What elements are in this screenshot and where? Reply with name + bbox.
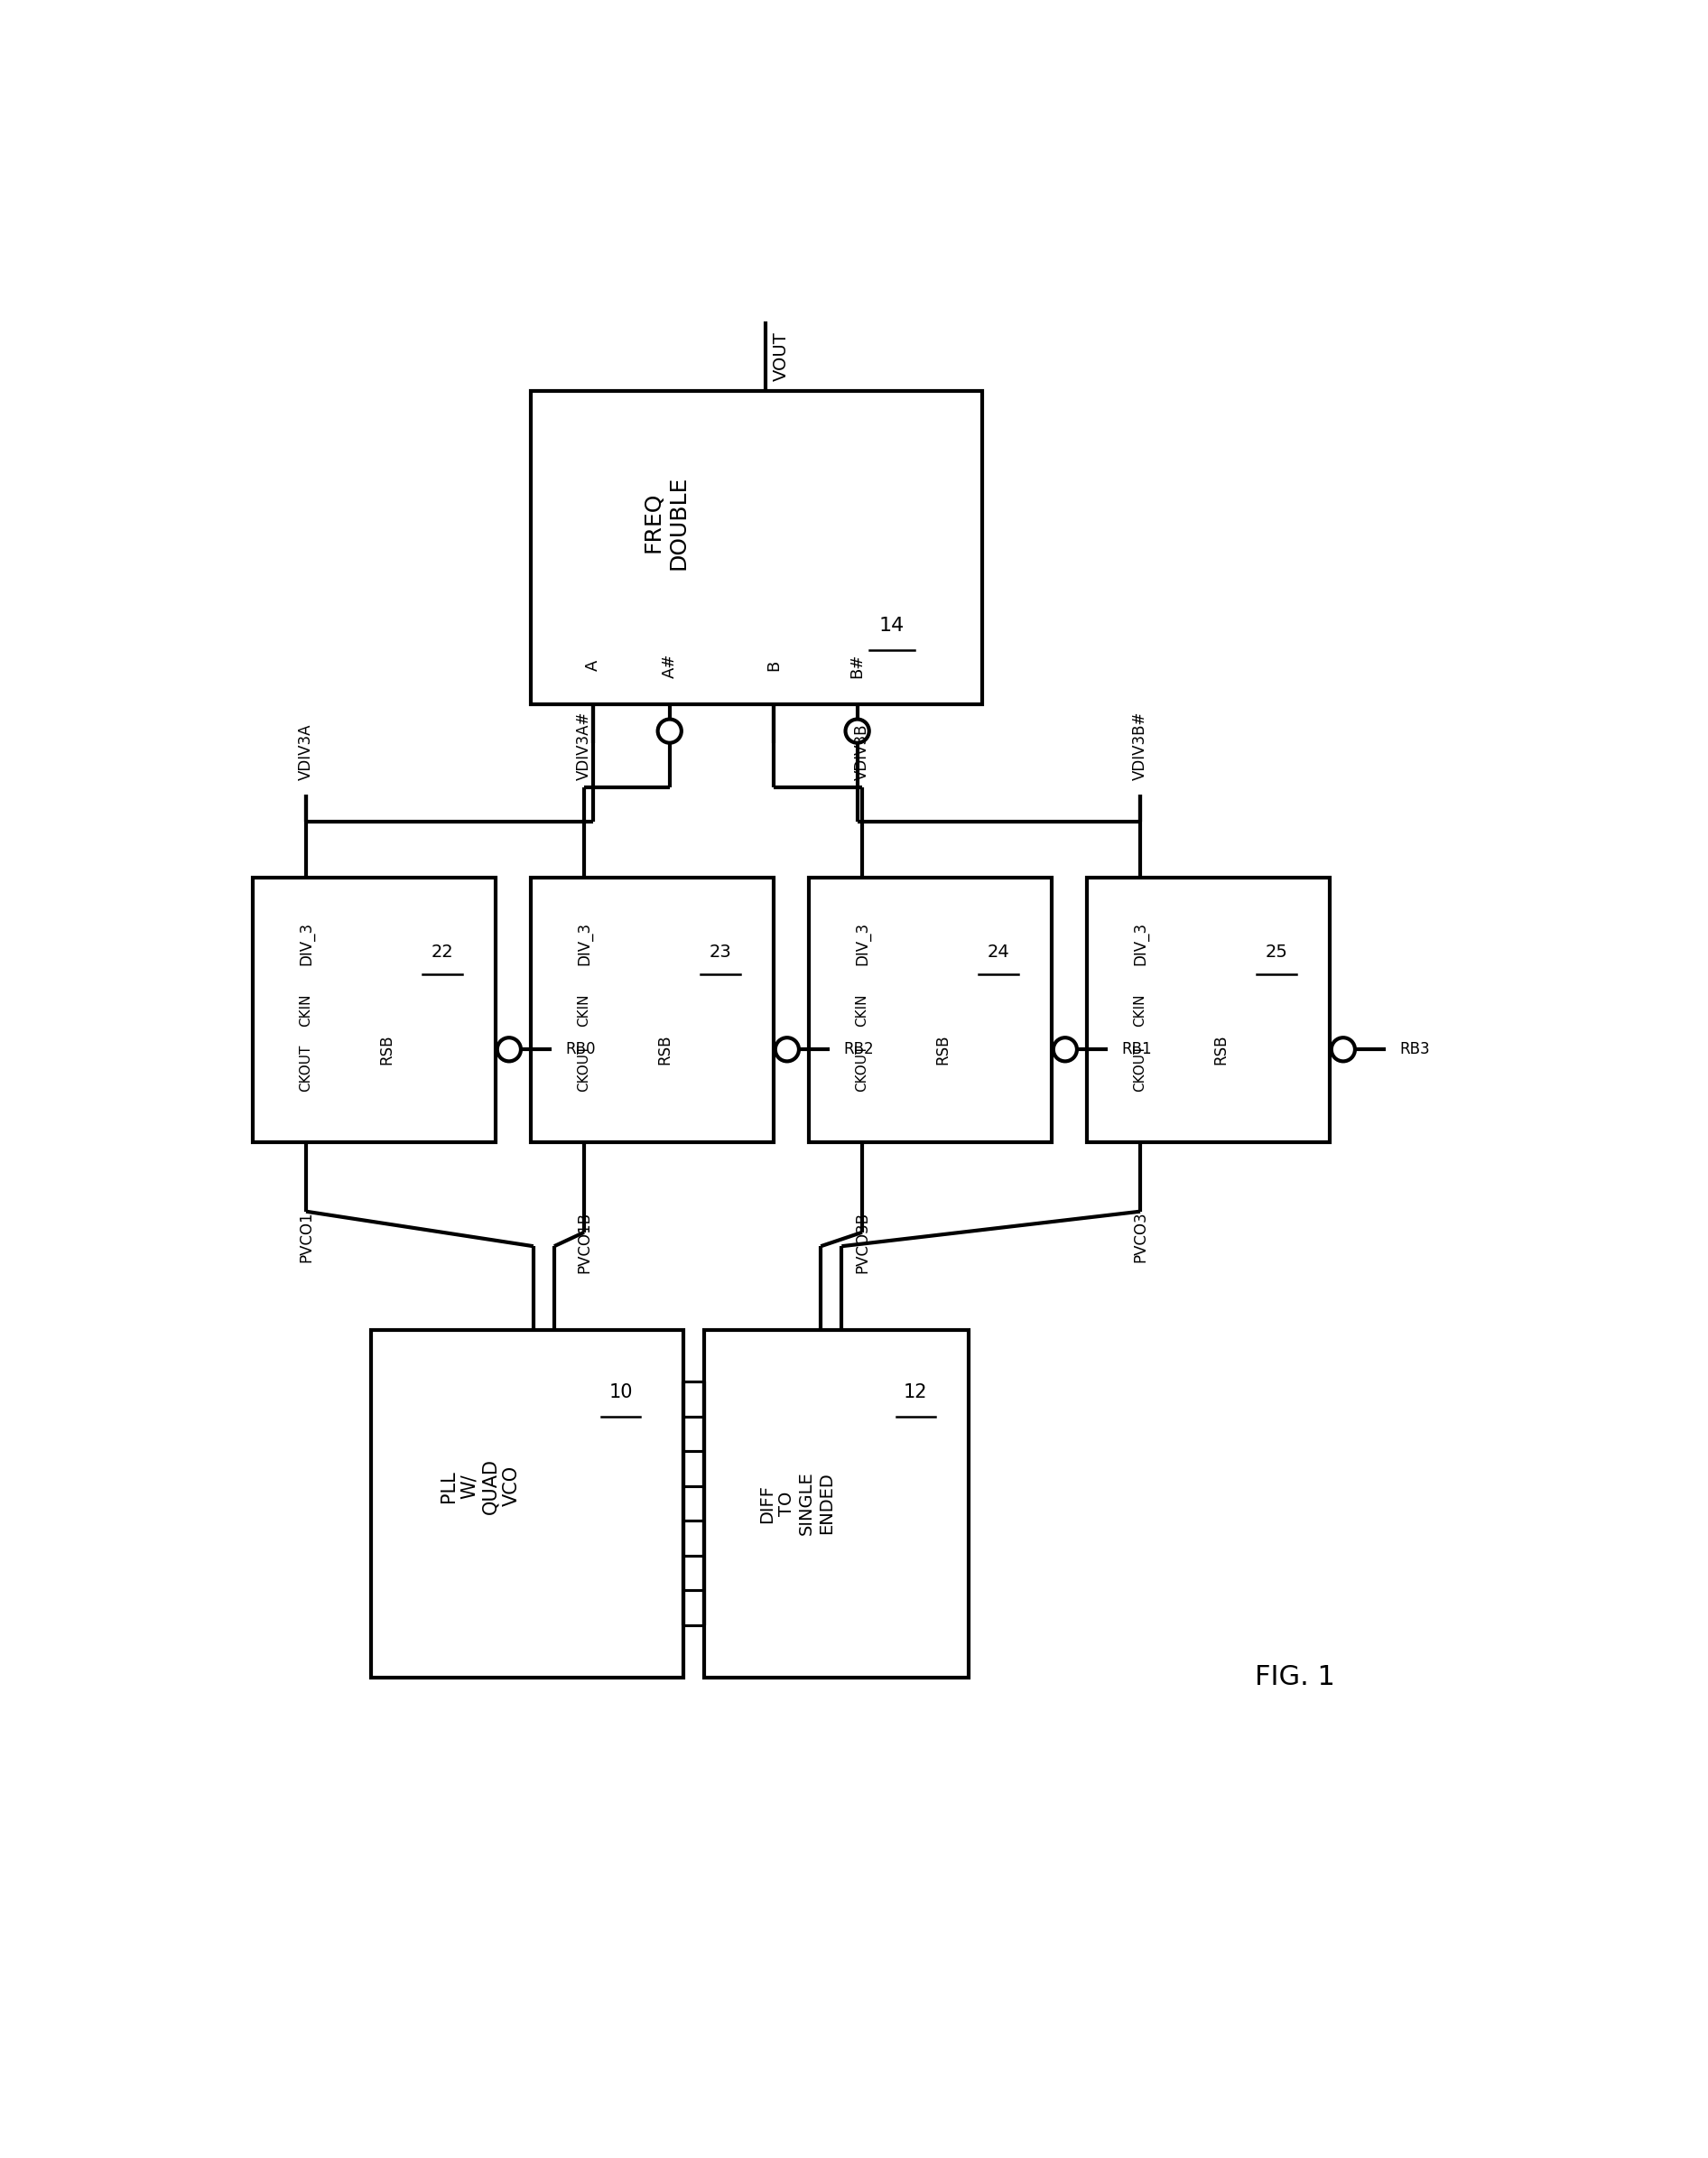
Text: PVCO3B: PVCO3B [854, 1211, 871, 1273]
Bar [253, 878, 495, 1142]
Text: CKIN: CKIN [856, 993, 869, 1027]
Text: RB2: RB2 [844, 1042, 874, 1057]
Text: PVCO3: PVCO3 [1132, 1211, 1148, 1262]
Text: RSB: RSB [1213, 1034, 1228, 1064]
Circle shape [1054, 1038, 1078, 1062]
Text: VDIV3B: VDIV3B [854, 723, 871, 781]
Circle shape [658, 719, 681, 742]
Text: PVCO1B: PVCO1B [576, 1211, 593, 1273]
Text: DIV_3: DIV_3 [576, 921, 593, 965]
Text: CKOUT: CKOUT [299, 1044, 313, 1092]
Text: B: B [765, 660, 782, 671]
Text: CKIN: CKIN [299, 993, 313, 1027]
Bar [531, 878, 774, 1142]
Text: 10: 10 [610, 1383, 634, 1401]
Bar [371, 1329, 683, 1677]
Bar [531, 391, 982, 704]
Bar [704, 1329, 968, 1677]
Text: FREQ
DOUBLE: FREQ DOUBLE [642, 475, 690, 570]
Text: VDIV3B#: VDIV3B# [1132, 712, 1148, 781]
Text: CKOUT: CKOUT [856, 1044, 869, 1092]
Text: RB0: RB0 [565, 1042, 596, 1057]
Text: RSB: RSB [934, 1034, 951, 1064]
Circle shape [775, 1038, 799, 1062]
Circle shape [1331, 1038, 1354, 1062]
Text: DIV_3: DIV_3 [854, 921, 871, 965]
Text: VDIV3A#: VDIV3A# [576, 712, 593, 781]
Circle shape [497, 1038, 521, 1062]
Text: 14: 14 [880, 617, 905, 634]
Text: 22: 22 [430, 943, 453, 960]
Text: RB1: RB1 [1122, 1042, 1151, 1057]
Text: 24: 24 [987, 943, 1009, 960]
Text: DIFF
TO
SINGLE
ENDED: DIFF TO SINGLE ENDED [758, 1472, 835, 1534]
Circle shape [845, 719, 869, 742]
Text: 25: 25 [1266, 943, 1288, 960]
Text: PVCO1: PVCO1 [297, 1211, 314, 1262]
Bar [808, 878, 1052, 1142]
Bar [1086, 878, 1331, 1142]
Text: VOUT: VOUT [772, 332, 789, 382]
Text: A: A [586, 660, 601, 671]
Text: CKIN: CKIN [577, 993, 591, 1027]
Text: 23: 23 [709, 943, 731, 960]
Text: DIV_3: DIV_3 [297, 921, 314, 965]
Text: RSB: RSB [377, 1034, 395, 1064]
Text: 12: 12 [904, 1383, 927, 1401]
Text: VDIV3A: VDIV3A [297, 723, 314, 781]
Text: RSB: RSB [656, 1034, 673, 1064]
Text: CKIN: CKIN [1134, 993, 1148, 1027]
Text: FIG. 1: FIG. 1 [1255, 1664, 1336, 1690]
Text: B#: B# [849, 654, 866, 678]
Text: A#: A# [661, 654, 678, 678]
Text: DIV_3: DIV_3 [1132, 921, 1148, 965]
Text: PLL
W/
QUAD
VCO: PLL W/ QUAD VCO [439, 1459, 521, 1515]
Text: CKOUT: CKOUT [1134, 1044, 1148, 1092]
Text: RB3: RB3 [1399, 1042, 1430, 1057]
Text: CKOUT: CKOUT [577, 1044, 591, 1092]
